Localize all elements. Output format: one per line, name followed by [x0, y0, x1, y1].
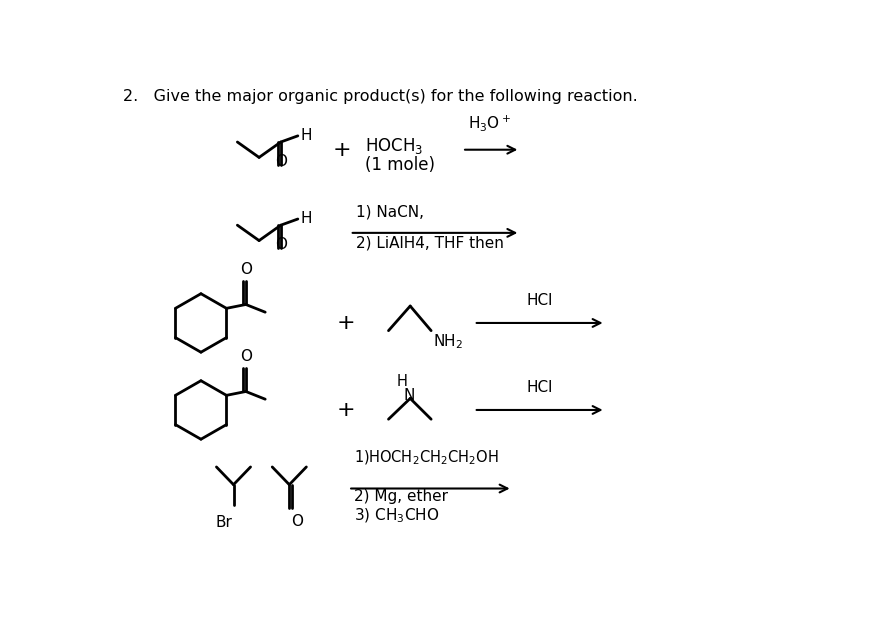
Text: HOCH$_3$: HOCH$_3$ — [365, 136, 424, 156]
Text: +: + — [336, 313, 355, 333]
Text: +: + — [336, 400, 355, 420]
Text: 2.   Give the major organic product(s) for the following reaction.: 2. Give the major organic product(s) for… — [124, 89, 639, 104]
Text: H: H — [397, 374, 408, 389]
Text: HCl: HCl — [526, 380, 553, 394]
Text: O: O — [241, 262, 252, 277]
Text: N: N — [404, 388, 415, 403]
Text: O: O — [291, 514, 303, 529]
Text: 2) Mg, ether: 2) Mg, ether — [354, 489, 448, 503]
Text: (1 mole): (1 mole) — [365, 156, 435, 174]
Text: +: + — [333, 140, 351, 160]
Text: 1) NaCN,: 1) NaCN, — [356, 204, 424, 219]
Text: H: H — [300, 211, 312, 226]
Text: HCl: HCl — [526, 293, 553, 308]
Text: H: H — [300, 128, 312, 142]
Text: O: O — [276, 237, 287, 252]
Text: NH$_2$: NH$_2$ — [433, 332, 463, 351]
Text: O: O — [241, 349, 252, 364]
Text: Br: Br — [215, 515, 233, 530]
Text: 1)HOCH$_2$CH$_2$CH$_2$OH: 1)HOCH$_2$CH$_2$CH$_2$OH — [354, 449, 498, 467]
Text: 2) LiAlH4, THF then: 2) LiAlH4, THF then — [356, 236, 504, 251]
Text: O: O — [276, 154, 287, 169]
Text: H$_3$O$^+$: H$_3$O$^+$ — [468, 113, 511, 133]
Text: 3) CH$_3$CHO: 3) CH$_3$CHO — [354, 507, 439, 525]
